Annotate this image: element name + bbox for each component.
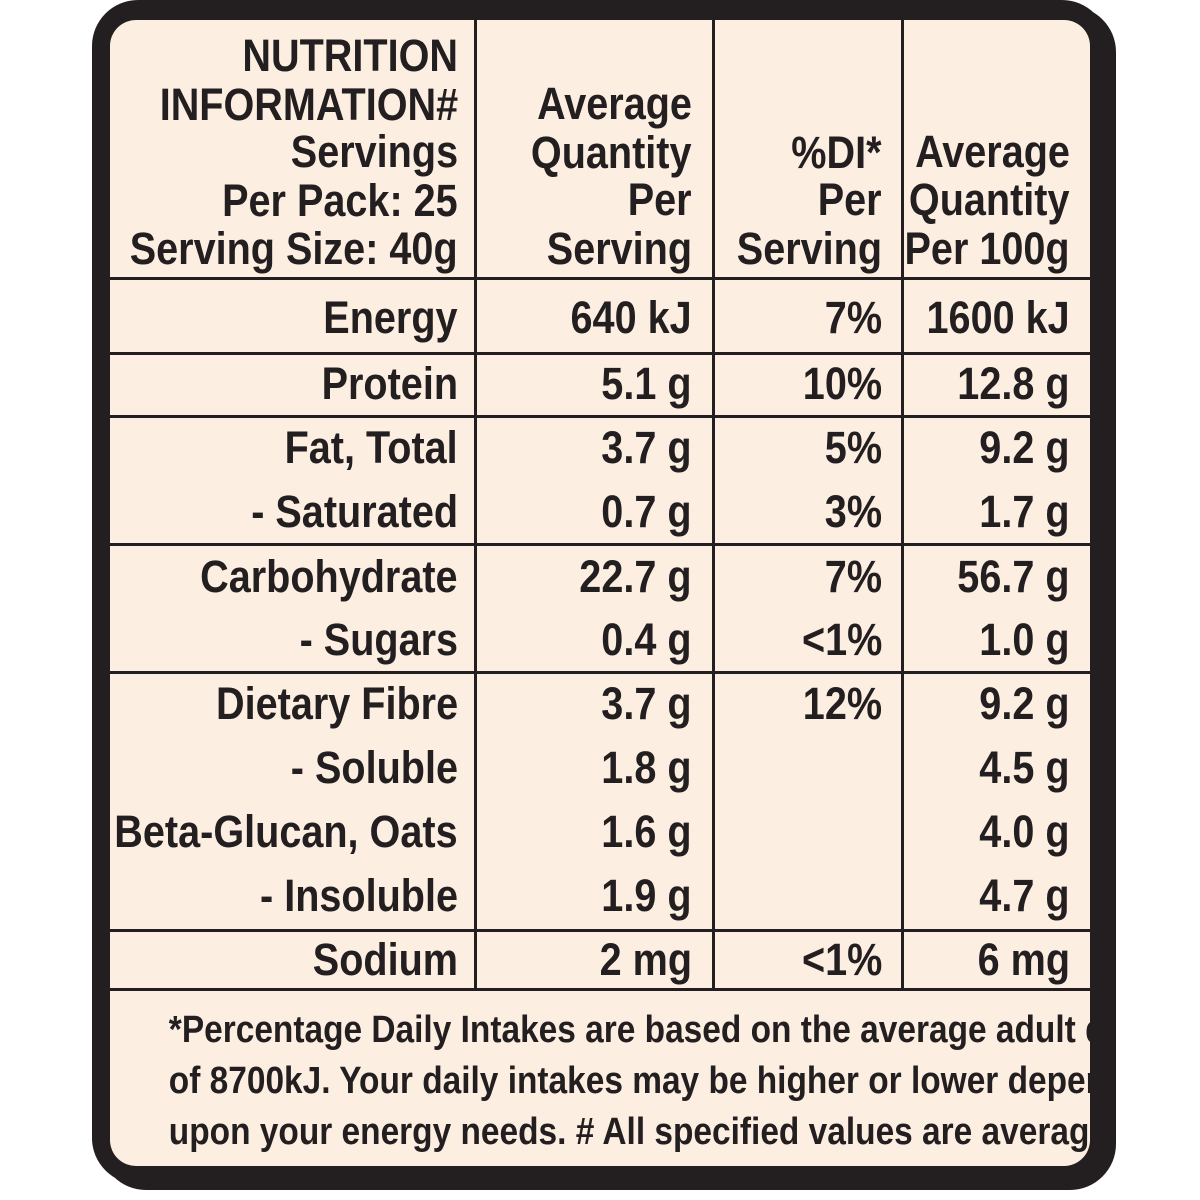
- di-value: <1%: [801, 934, 882, 985]
- header-line: Servings: [290, 126, 458, 177]
- header-line: Average: [915, 126, 1070, 177]
- header-line: Serving: [546, 223, 692, 274]
- footnote-line: of 8700kJ. Your daily intakes may be hig…: [168, 1060, 1090, 1102]
- row-divider: [110, 415, 1090, 418]
- row-divider: [110, 929, 1090, 932]
- per-serving-value: 22.7 g: [579, 551, 692, 602]
- nutrient-name: Energy: [323, 292, 458, 343]
- header-line: Average: [537, 78, 692, 129]
- di-value: 5%: [824, 422, 882, 473]
- column-divider: [474, 20, 477, 988]
- nutrient-name: - Saturated: [251, 486, 458, 537]
- di-value: 10%: [802, 358, 882, 409]
- nutrient-name: - Sugars: [299, 614, 458, 665]
- header-line: NUTRITION: [242, 30, 458, 81]
- column-divider: [712, 20, 715, 988]
- nutrient-name: Dietary Fibre: [215, 678, 458, 729]
- per-100g-value: 56.7 g: [957, 551, 1070, 602]
- di-value: 3%: [824, 486, 882, 537]
- row-divider: [110, 671, 1090, 674]
- header-line: Per Pack: 25: [222, 175, 458, 226]
- per-serving-value: 0.7 g: [601, 486, 692, 537]
- per-100g-value: 4.0 g: [979, 806, 1070, 857]
- per-serving-value: 1.6 g: [601, 806, 692, 857]
- footnote: *Percentage Daily Intakes are based on t…: [168, 1005, 1090, 1158]
- row-divider: [110, 988, 1090, 991]
- header-line: INFORMATION#: [159, 79, 458, 130]
- per-100g-value: 9.2 g: [979, 422, 1070, 473]
- per-serving-value: 1.9 g: [601, 870, 692, 921]
- row-divider: [110, 277, 1090, 280]
- per-100g-value: 6 mg: [977, 934, 1070, 985]
- row-divider: [110, 352, 1090, 355]
- per-serving-value: 3.7 g: [601, 422, 692, 473]
- per-serving-value: 640 kJ: [570, 292, 692, 343]
- nutrition-information-panel: NUTRITION INFORMATION# Servings Per Pack…: [110, 20, 1090, 1166]
- di-value: <1%: [801, 614, 882, 665]
- per-serving-value: 3.7 g: [601, 678, 692, 729]
- nutrient-name: Protein: [321, 358, 458, 409]
- header-line: %DI*: [791, 127, 882, 178]
- per-100g-value: 1.7 g: [979, 486, 1070, 537]
- di-value: 12%: [802, 678, 882, 729]
- header-line: Serving: [736, 223, 882, 274]
- nutrient-name: - Soluble: [290, 742, 458, 793]
- nutrient-name: - Insoluble: [260, 870, 458, 921]
- header-line: Per: [818, 174, 882, 225]
- per-serving-value: 0.4 g: [601, 614, 692, 665]
- header-line: Serving Size: 40g: [130, 223, 458, 274]
- per-serving-value: 2 mg: [599, 934, 692, 985]
- row-divider: [110, 543, 1090, 546]
- per-serving-value: 1.8 g: [601, 742, 692, 793]
- nutrient-name: Carbohydrate: [200, 551, 458, 602]
- di-value: 7%: [824, 292, 882, 343]
- header-line: Per 100g: [904, 223, 1070, 274]
- per-100g-value: 1600 kJ: [926, 292, 1070, 343]
- column-divider: [901, 20, 904, 988]
- per-100g-value: 9.2 g: [979, 678, 1070, 729]
- footnote-line: *Percentage Daily Intakes are based on t…: [168, 1009, 1090, 1051]
- header-line: Per: [628, 174, 692, 225]
- per-100g-value: 1.0 g: [979, 614, 1070, 665]
- per-100g-value: 4.7 g: [979, 870, 1070, 921]
- nutrient-name: - Beta-Glucan, Oats: [110, 806, 458, 857]
- header-line: Quantity: [531, 127, 692, 178]
- footnote-line: upon your energy needs. # All specified …: [168, 1111, 1090, 1153]
- nutrient-name: Fat, Total: [284, 422, 458, 473]
- per-100g-value: 4.5 g: [979, 742, 1070, 793]
- nutrient-name: Sodium: [312, 934, 458, 985]
- per-100g-value: 12.8 g: [957, 358, 1070, 409]
- per-serving-value: 5.1 g: [601, 358, 692, 409]
- header-line: Quantity: [909, 174, 1070, 225]
- di-value: 7%: [824, 551, 882, 602]
